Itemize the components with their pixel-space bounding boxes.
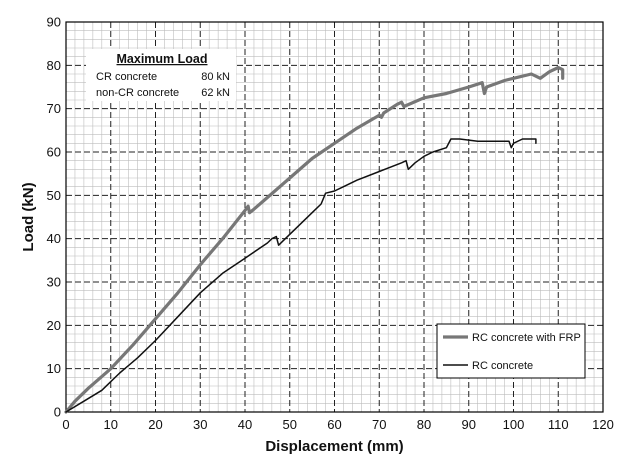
- x-tick-label: 0: [62, 417, 69, 432]
- x-tick-label: 50: [283, 417, 297, 432]
- x-tick-label: 100: [503, 417, 525, 432]
- y-tick-label: 60: [47, 145, 61, 160]
- y-axis-title: Load (kN): [20, 182, 37, 251]
- y-tick-label: 0: [54, 405, 61, 420]
- max-load-box-background: [86, 49, 236, 101]
- legend-label-rc: RC concrete: [472, 360, 533, 372]
- y-tick-label: 80: [47, 58, 61, 73]
- x-axis-title: Displacement (mm): [265, 438, 403, 455]
- y-tick-label: 30: [47, 275, 61, 290]
- plot-frame: [65, 21, 604, 413]
- x-tick-label: 20: [148, 417, 162, 432]
- x-tick-label: 120: [592, 417, 614, 432]
- series-line-rc-concrete: [65, 138, 537, 413]
- legend: RC concrete with FRP RC concrete: [436, 323, 586, 379]
- x-tick-label: 10: [104, 417, 118, 432]
- max-load-row-noncr-label: non-CR concrete: [96, 87, 179, 99]
- series-layer: [64, 65, 565, 414]
- x-tick-label: 60: [327, 417, 341, 432]
- legend-label-frp: RC concrete with FRP: [472, 332, 581, 344]
- max-load-title: Maximum Load: [117, 52, 208, 66]
- y-tick-label: 40: [47, 231, 61, 246]
- x-axis-ticks: 0 10 20 30 40 50 60 70 80 90 100 110 120: [62, 417, 613, 432]
- y-tick-label: 50: [47, 188, 61, 203]
- x-tick-label: 90: [462, 417, 476, 432]
- x-tick-label: 80: [417, 417, 431, 432]
- x-tick-label: 30: [193, 417, 207, 432]
- max-load-row-noncr-value: 62 kN: [201, 87, 230, 99]
- max-load-row-cr-label: CR concrete: [96, 71, 157, 83]
- y-tick-label: 90: [47, 15, 61, 30]
- legend-box: [436, 323, 586, 379]
- x-tick-label: 110: [548, 417, 569, 432]
- series-line-rc-with-frp: [64, 65, 565, 414]
- max-load-row-cr-value: 80 kN: [201, 71, 230, 83]
- y-tick-label: 20: [47, 318, 61, 333]
- max-load-annotation: Maximum Load CR concrete 80 kN non-CR co…: [86, 49, 236, 101]
- y-axis-ticks: 0 10 20 30 40 50 60 70 80 90: [47, 15, 61, 420]
- x-tick-label: 70: [372, 417, 386, 432]
- y-tick-label: 70: [47, 101, 61, 116]
- y-tick-label: 10: [47, 361, 61, 376]
- x-tick-label: 40: [238, 417, 252, 432]
